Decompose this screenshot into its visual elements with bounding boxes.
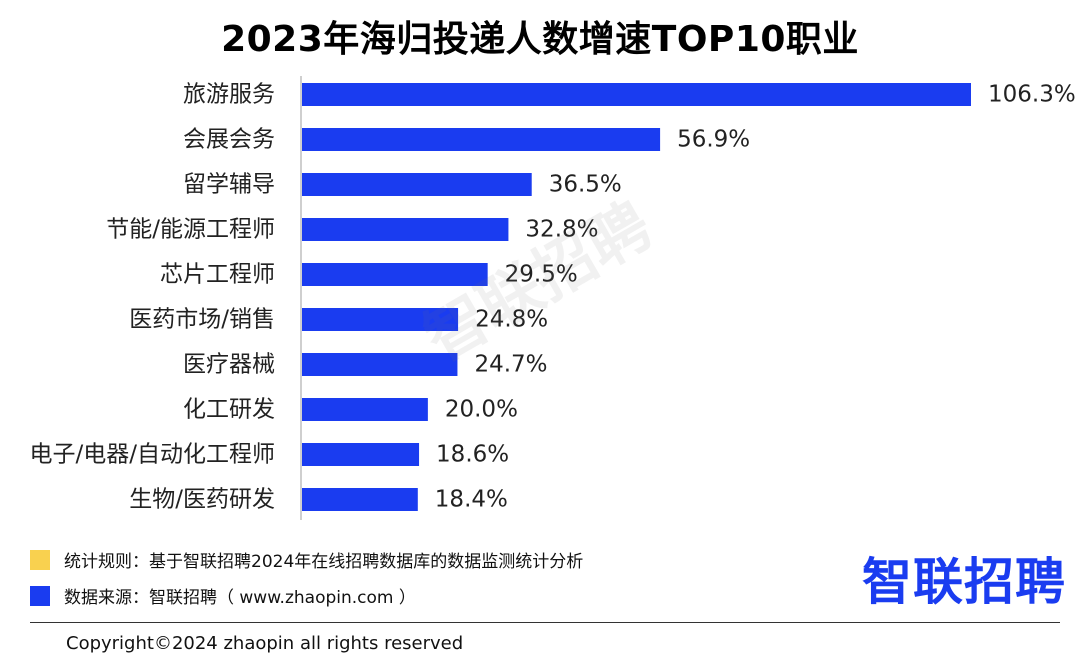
bar bbox=[302, 443, 420, 466]
category-label: 留学辅导 bbox=[183, 172, 275, 198]
category-label: 旅游服务 bbox=[183, 82, 275, 108]
category-label: 芯片工程师 bbox=[160, 262, 275, 288]
value-label: 18.6% bbox=[436, 442, 509, 468]
legend-rule-text: 统计规则：基于智联招聘2024年在线招聘数据库的数据监测统计分析 bbox=[64, 552, 584, 572]
category-label: 节能/能源工程师 bbox=[106, 217, 275, 243]
zhaopin-logo: 智联招聘 bbox=[862, 553, 1066, 611]
legend-swatch-blue bbox=[30, 585, 50, 606]
value-label: 36.5% bbox=[549, 172, 622, 198]
bar bbox=[302, 83, 971, 106]
value-label: 24.8% bbox=[475, 307, 548, 333]
category-label: 生物/医药研发 bbox=[129, 487, 275, 513]
legend-swatch-yellow bbox=[30, 549, 50, 570]
value-label: 20.0% bbox=[445, 397, 518, 423]
value-label: 56.9% bbox=[677, 127, 750, 153]
legend-item-rule: 统计规则：基于智联招聘2024年在线招聘数据库的数据监测统计分析 bbox=[30, 547, 583, 572]
category-label: 医疗器械 bbox=[183, 352, 275, 378]
category-label: 化工研发 bbox=[183, 397, 275, 423]
category-label: 医药市场/销售 bbox=[129, 307, 275, 333]
value-label: 24.7% bbox=[474, 352, 547, 378]
category-label: 会展会务 bbox=[183, 127, 275, 153]
value-label: 106.3% bbox=[988, 82, 1076, 108]
bar bbox=[302, 263, 488, 286]
bar bbox=[302, 128, 661, 151]
bar bbox=[302, 398, 428, 421]
value-label: 18.4% bbox=[435, 487, 508, 513]
copyright-text: Copyright©2024 zhaopin all rights reserv… bbox=[66, 633, 464, 654]
value-label: 29.5% bbox=[505, 262, 578, 288]
category-label: 电子/电器/自动化工程师 bbox=[30, 442, 276, 468]
footer-divider bbox=[30, 622, 1060, 623]
legend-source-text: 数据来源：智联招聘（ www.zhaopin.com ） bbox=[64, 588, 416, 608]
legend-item-source: 数据来源：智联招聘（ www.zhaopin.com ） bbox=[30, 583, 416, 608]
bar-chart: 旅游服务 106.3% 会展会务 56.9% 留学辅导 36.5% 节能/能源工程师 32.8… bbox=[30, 76, 1076, 520]
bar bbox=[302, 308, 459, 331]
bar bbox=[302, 353, 458, 376]
chart-title: 2023年海归投递人数增速TOP10职业 bbox=[221, 19, 859, 60]
bar bbox=[302, 218, 509, 241]
bar bbox=[302, 173, 532, 196]
bar bbox=[302, 488, 418, 511]
value-label: 32.8% bbox=[525, 217, 598, 243]
